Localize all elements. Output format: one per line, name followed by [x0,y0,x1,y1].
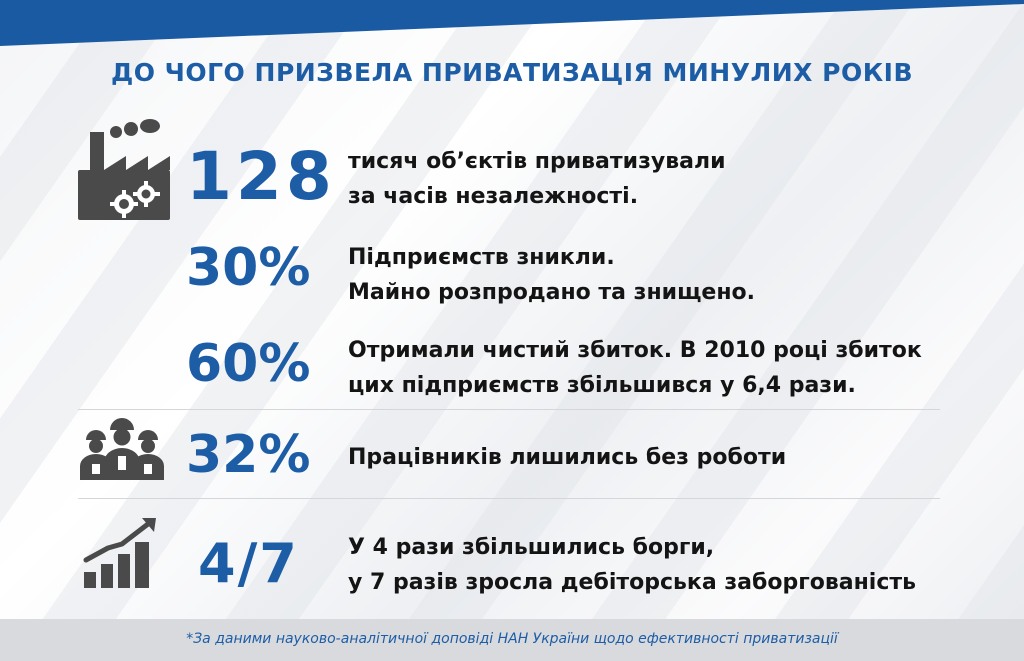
page-title: ДО ЧОГО ПРИЗВЕЛА ПРИВАТИЗАЦІЯ МИНУЛИХ РО… [110,58,914,87]
stat-description-loss: Отримали чистий збиток. В 2010 році збит… [348,338,922,398]
top-blue-band [0,0,1024,46]
divider-1 [78,409,940,410]
growth-chart-icon [83,518,156,588]
stat-value-workers: 32% [186,425,311,485]
footnote-source: *За даними науково-аналітичної доповіді … [186,631,838,647]
stat-value-loss: 60% [186,334,311,394]
stat-description-debts: У 4 рази збільшились борги, у 7 разів зр… [348,535,917,595]
workers-icon [80,418,164,480]
stat-description-objects: тисяч об’єктів приватизували за часів не… [348,149,726,209]
footer-bar: *За даними науково-аналітичної доповіді … [0,619,1024,661]
stat-description-disappeared: Підприємств зникли. Майно розпродано та … [348,245,755,305]
stat-value-objects: 128 [186,138,336,215]
stat-value-disappeared: 30% [186,238,311,298]
factory-icon [78,119,170,220]
divider-2 [78,498,940,499]
stat-value-debts: 4/7 [198,532,299,595]
stat-description-workers: Працівників лишились без роботи [348,445,787,470]
